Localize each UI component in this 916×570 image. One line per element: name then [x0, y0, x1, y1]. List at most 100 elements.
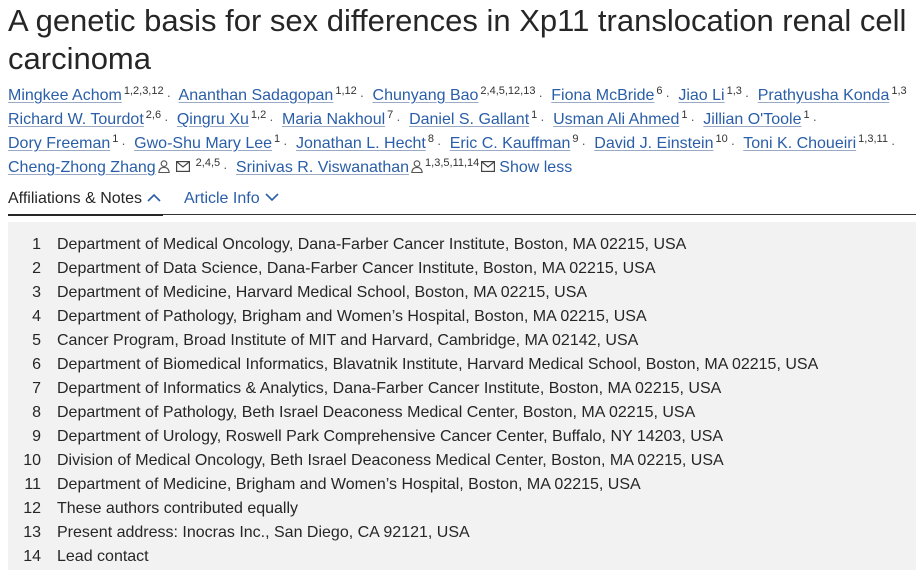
author-affiliation-refs: 2,4,5	[195, 157, 221, 169]
affiliation-text: Department of Medicine, Harvard Medical …	[57, 284, 588, 301]
mail-icon[interactable]	[481, 161, 496, 172]
author-link[interactable]: Richard W. Tourdot	[8, 111, 144, 128]
author-item: Jillian O'Toole 1	[703, 110, 809, 129]
author-separator: ·	[730, 136, 736, 151]
affiliation-text: Department of Medicine, Brigham and Wome…	[57, 476, 641, 493]
author-link[interactable]: Cheng-Zhong Zhang	[8, 159, 156, 176]
author-affiliation-refs: 2,4,5,12,13	[480, 85, 536, 97]
author-affiliation-refs: 1,3	[726, 85, 742, 97]
affiliation-text: Cancer Program, Broad Institute of MIT a…	[57, 332, 639, 349]
author-separator: ·	[690, 112, 695, 127]
author-item: Usman Ali Ahmed 1	[553, 109, 688, 129]
affiliation-number: 13	[23, 524, 41, 541]
author-link[interactable]: Daniel S. Gallant	[409, 111, 530, 128]
mail-icon[interactable]	[175, 161, 190, 172]
author-link[interactable]: Eric C. Kauffman	[449, 135, 571, 152]
person-icon	[157, 160, 170, 173]
author-separator: ·	[665, 88, 670, 103]
affiliation-text: Department of Pathology, Beth Israel Dea…	[57, 404, 696, 421]
author-link[interactable]: Qingru Xu	[176, 111, 249, 128]
author-separator: ·	[166, 88, 171, 103]
author-link[interactable]: Maria Nakhoul	[282, 111, 386, 128]
affiliation-number: 11	[24, 476, 41, 493]
chevron-down-icon	[265, 193, 279, 202]
author-link[interactable]: Chunyang Bao	[372, 87, 479, 104]
author-separator: ·	[359, 88, 365, 103]
author-link[interactable]: Fiona McBride	[551, 87, 655, 104]
author-affiliation-refs: 1	[112, 133, 119, 145]
affiliation-text: Department of Data Science, Dana-Farber …	[57, 260, 656, 277]
author-list: Mingkee Achom 1,2,3,12 · Ananthan Sadagopa…	[8, 84, 916, 180]
author-affiliation-refs: 1,3,11	[858, 133, 888, 145]
author-affiliation-refs: 7	[387, 109, 394, 121]
affiliation-text: Department of Pathology, Brigham and Wom…	[57, 308, 647, 325]
author-link[interactable]: Jonathan L. Hecht	[295, 135, 426, 152]
author-link[interactable]: Prathyusha Konda	[757, 87, 890, 104]
author-item: Jonathan L. Hecht 8	[295, 133, 434, 153]
author-link[interactable]: Ananthan Sadagopan	[178, 87, 334, 104]
author-affiliation-refs: 1	[681, 109, 688, 121]
author-link[interactable]: Toni K. Choueiri	[743, 135, 857, 152]
author-affiliation-refs: 1,12	[335, 85, 357, 97]
author-link[interactable]: Gwo-Shu Mary Lee	[134, 135, 273, 152]
author-separator: ·	[890, 136, 896, 151]
author-item: Ananthan Sadagopan 1,12	[178, 85, 357, 105]
author-affiliation-refs: 1,3,5,11,14	[425, 157, 480, 169]
affiliation-number: 1	[32, 236, 41, 253]
author-affiliation-refs: 1	[274, 133, 281, 145]
author-affiliation-refs: 8	[427, 133, 434, 145]
affiliation-number: 8	[32, 404, 41, 421]
author-link[interactable]: Jiao Li	[678, 87, 725, 104]
author-item: Fiona McBride 6	[551, 85, 663, 105]
author-item: Srinivas R. Viswanathan 1,3,5,11,14	[235, 157, 480, 177]
affiliations-panel: 1 Department of Medical Oncology, Dana-Fa…	[8, 222, 916, 570]
tab-affiliations-notes[interactable]: Affiliations & Notes	[8, 186, 163, 216]
author-separator: ·	[538, 88, 543, 103]
show-less-link[interactable]: Show less	[499, 159, 573, 176]
author-affiliation-refs: 6	[656, 85, 663, 97]
author-link[interactable]: David J. Einstein	[594, 135, 714, 152]
author-item: Richard W. Tourdot 2,6	[8, 110, 161, 129]
author-link[interactable]: Usman Ali Ahmed	[553, 111, 680, 128]
tab-label: Article Info	[184, 190, 260, 207]
author-link[interactable]: Srinivas R. Viswanathan	[235, 159, 410, 176]
affiliation-number: 14	[23, 548, 41, 565]
author-item: Toni K. Choueiri 1,3,11	[743, 133, 888, 153]
author-separator: ·	[269, 112, 274, 127]
affiliation-number: 6	[32, 356, 41, 373]
author-item: David J. Einstein 10	[594, 134, 727, 153]
author-item: Gwo-Shu Mary Lee 1	[134, 133, 281, 153]
affiliation-number: 3	[32, 284, 41, 301]
author-affiliation-refs: 1,2	[250, 109, 267, 121]
author-separator: ·	[164, 112, 169, 127]
author-item: Maria Nakhoul 7	[282, 109, 394, 129]
author-item: Chunyang Bao 2,4,5,12,13	[372, 85, 536, 105]
affiliation-text: These authors contributed equally	[57, 500, 299, 517]
author-separator: ·	[812, 112, 817, 127]
affiliation-number: 2	[32, 260, 41, 277]
affiliation-text: Department of Medical Oncology, Dana-Far…	[57, 236, 687, 253]
author-separator: ·	[581, 136, 586, 151]
tab-article-info[interactable]: Article Info	[184, 186, 279, 214]
author-affiliation-refs: 1	[531, 109, 538, 121]
affiliation-number: 10	[23, 452, 41, 469]
author-item: Jiao Li 1,3	[678, 85, 742, 105]
affiliation-text: Department of Biomedical Informatics, Bl…	[57, 356, 819, 373]
author-link[interactable]: Jillian O'Toole	[703, 111, 802, 128]
affiliation-text: Department of Urology, Roswell Park Comp…	[57, 428, 724, 445]
author-item: Dory Freeman 1	[8, 133, 119, 153]
author-item: Cheng-Zhong Zhang 2,4,5	[8, 157, 221, 177]
author-separator: ·	[283, 136, 288, 151]
author-link[interactable]: Dory Freeman	[8, 135, 111, 152]
affiliation-text: Lead contact	[57, 548, 149, 565]
affiliation-number: 5	[32, 332, 41, 349]
tab-label: Affiliations & Notes	[8, 190, 142, 207]
author-link[interactable]: Mingkee Achom	[8, 87, 122, 104]
author-separator: ·	[121, 136, 126, 151]
author-item: Prathyusha Konda 1,3	[757, 86, 907, 105]
author-affiliation-refs: 1,2,3,12	[123, 85, 164, 97]
author-separator: ·	[744, 88, 750, 103]
author-separator: ·	[540, 112, 545, 127]
author-item: Eric C. Kauffman 9	[449, 134, 579, 153]
author-separator: ·	[396, 112, 401, 127]
